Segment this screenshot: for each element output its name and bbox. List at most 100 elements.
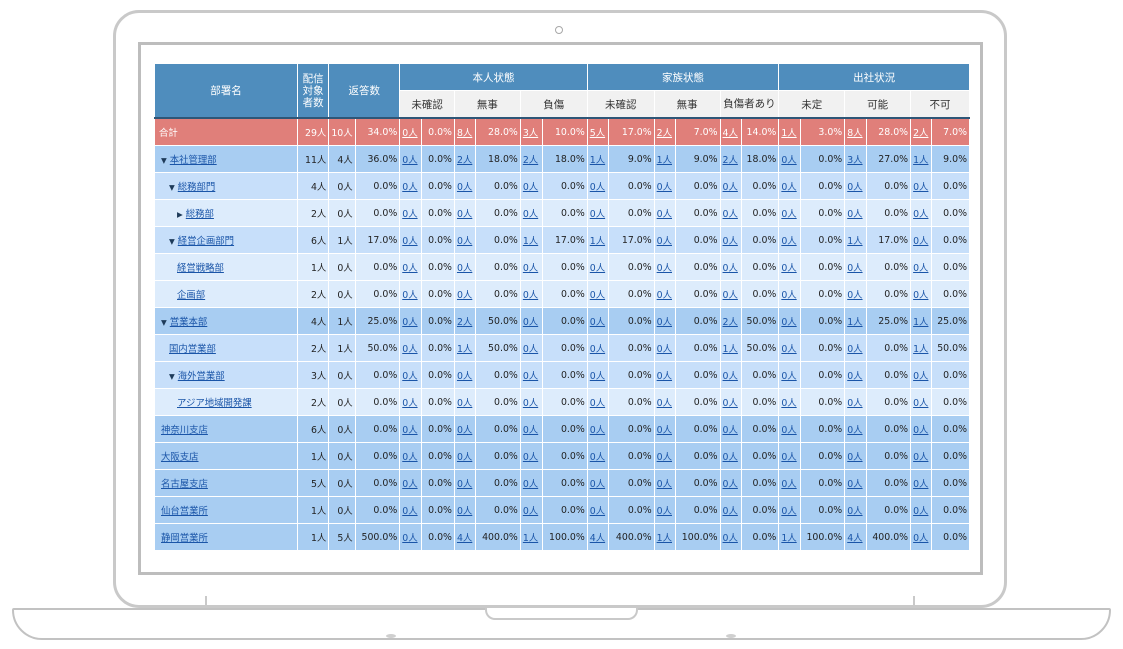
status-count-link[interactable]: 2人 <box>722 155 738 166</box>
status-count-link[interactable]: 0人 <box>522 317 539 328</box>
status-count-link[interactable]: 0人 <box>913 236 929 247</box>
status-count-link[interactable]: 0人 <box>781 371 797 382</box>
status-count-link[interactable]: 0人 <box>781 425 797 436</box>
status-count-link[interactable]: 0人 <box>913 533 929 544</box>
status-count-link[interactable]: 0人 <box>589 263 606 274</box>
status-count-link[interactable]: 0人 <box>781 506 797 517</box>
status-count-link[interactable]: 0人 <box>589 452 606 463</box>
status-count-link[interactable]: 0人 <box>781 479 797 490</box>
status-count-link[interactable]: 0人 <box>402 533 418 544</box>
dept-link[interactable]: 総務部 <box>185 209 214 220</box>
status-count-link[interactable]: 0人 <box>456 290 473 301</box>
status-count-link[interactable]: 4人 <box>722 128 738 139</box>
status-count-link[interactable]: 0人 <box>402 263 418 274</box>
status-count-link[interactable]: 0人 <box>402 452 418 463</box>
status-count-link[interactable]: 0人 <box>847 290 863 301</box>
status-count-link[interactable]: 0人 <box>656 479 672 490</box>
status-count-link[interactable]: 0人 <box>722 479 738 490</box>
collapse-caret-icon[interactable]: ▼ <box>161 156 167 165</box>
status-count-link[interactable]: 0人 <box>589 182 606 193</box>
dept-link[interactable]: 国内営業部 <box>169 344 216 355</box>
status-count-link[interactable]: 0人 <box>781 344 797 355</box>
status-count-link[interactable]: 0人 <box>656 236 672 247</box>
status-count-link[interactable]: 0人 <box>589 425 606 436</box>
status-count-link[interactable]: 0人 <box>781 317 797 328</box>
status-count-link[interactable]: 0人 <box>522 182 539 193</box>
status-count-link[interactable]: 0人 <box>781 155 797 166</box>
status-count-link[interactable]: 0人 <box>522 344 539 355</box>
status-count-link[interactable]: 0人 <box>456 479 473 490</box>
dept-link[interactable]: 本社管理部 <box>169 155 217 166</box>
dept-link[interactable]: 名古屋支店 <box>161 479 208 490</box>
collapse-caret-icon[interactable]: ▼ <box>169 372 175 381</box>
status-count-link[interactable]: 0人 <box>589 506 606 517</box>
status-count-link[interactable]: 0人 <box>456 263 473 274</box>
status-count-link[interactable]: 1人 <box>913 317 929 328</box>
status-count-link[interactable]: 0人 <box>522 425 539 436</box>
status-count-link[interactable]: 0人 <box>656 371 672 382</box>
status-count-link[interactable]: 0人 <box>402 479 418 490</box>
status-count-link[interactable]: 0人 <box>522 398 539 409</box>
status-count-link[interactable]: 0人 <box>522 452 539 463</box>
status-count-link[interactable]: 2人 <box>722 317 738 328</box>
status-count-link[interactable]: 0人 <box>847 209 863 220</box>
status-count-link[interactable]: 0人 <box>847 344 863 355</box>
status-count-link[interactable]: 4人 <box>589 533 606 544</box>
status-count-link[interactable]: 0人 <box>589 290 606 301</box>
status-count-link[interactable]: 0人 <box>781 398 797 409</box>
status-count-link[interactable]: 1人 <box>847 317 863 328</box>
status-count-link[interactable]: 0人 <box>913 425 929 436</box>
expand-caret-icon[interactable]: ▶ <box>177 210 183 219</box>
status-count-link[interactable]: 1人 <box>847 236 863 247</box>
status-count-link[interactable]: 2人 <box>656 128 672 139</box>
status-count-link[interactable]: 2人 <box>522 155 539 166</box>
status-count-link[interactable]: 0人 <box>522 209 539 220</box>
status-count-link[interactable]: 0人 <box>402 398 418 409</box>
status-count-link[interactable]: 0人 <box>456 371 473 382</box>
status-count-link[interactable]: 8人 <box>456 128 473 139</box>
status-count-link[interactable]: 0人 <box>522 479 539 490</box>
status-count-link[interactable]: 0人 <box>402 128 418 139</box>
status-count-link[interactable]: 0人 <box>847 182 863 193</box>
status-count-link[interactable]: 0人 <box>656 452 672 463</box>
status-count-link[interactable]: 0人 <box>913 506 929 517</box>
status-count-link[interactable]: 0人 <box>722 236 738 247</box>
status-count-link[interactable]: 0人 <box>722 452 738 463</box>
status-count-link[interactable]: 0人 <box>722 371 738 382</box>
status-count-link[interactable]: 2人 <box>456 317 473 328</box>
status-count-link[interactable]: 0人 <box>656 263 672 274</box>
status-count-link[interactable]: 0人 <box>722 398 738 409</box>
status-count-link[interactable]: 0人 <box>402 236 418 247</box>
status-count-link[interactable]: 1人 <box>589 155 606 166</box>
status-count-link[interactable]: 0人 <box>781 236 797 247</box>
status-count-link[interactable]: 1人 <box>656 155 672 166</box>
status-count-link[interactable]: 0人 <box>656 506 672 517</box>
status-count-link[interactable]: 0人 <box>656 425 672 436</box>
collapse-caret-icon[interactable]: ▼ <box>169 237 175 246</box>
status-count-link[interactable]: 0人 <box>522 371 539 382</box>
status-count-link[interactable]: 0人 <box>402 317 418 328</box>
dept-link[interactable]: 静岡営業所 <box>161 533 208 544</box>
status-count-link[interactable]: 0人 <box>913 209 929 220</box>
dept-link[interactable]: 海外営業部 <box>177 371 225 382</box>
status-count-link[interactable]: 0人 <box>913 263 929 274</box>
status-count-link[interactable]: 4人 <box>847 533 863 544</box>
status-count-link[interactable]: 2人 <box>913 128 929 139</box>
status-count-link[interactable]: 0人 <box>913 371 929 382</box>
dept-link[interactable]: 経営戦略部 <box>177 263 224 274</box>
status-count-link[interactable]: 0人 <box>456 182 473 193</box>
collapse-caret-icon[interactable]: ▼ <box>169 183 175 192</box>
status-count-link[interactable]: 0人 <box>656 398 672 409</box>
status-count-link[interactable]: 2人 <box>456 155 473 166</box>
status-count-link[interactable]: 0人 <box>456 236 473 247</box>
status-count-link[interactable]: 0人 <box>722 506 738 517</box>
status-count-link[interactable]: 1人 <box>913 155 929 166</box>
status-count-link[interactable]: 0人 <box>781 290 797 301</box>
dept-link[interactable]: 営業本部 <box>169 317 208 328</box>
status-count-link[interactable]: 0人 <box>522 263 539 274</box>
dept-link[interactable]: 神奈川支店 <box>161 425 208 436</box>
status-count-link[interactable]: 0人 <box>847 425 863 436</box>
dept-link[interactable]: 仙台営業所 <box>161 506 208 517</box>
status-count-link[interactable]: 0人 <box>913 398 929 409</box>
status-count-link[interactable]: 0人 <box>656 182 672 193</box>
